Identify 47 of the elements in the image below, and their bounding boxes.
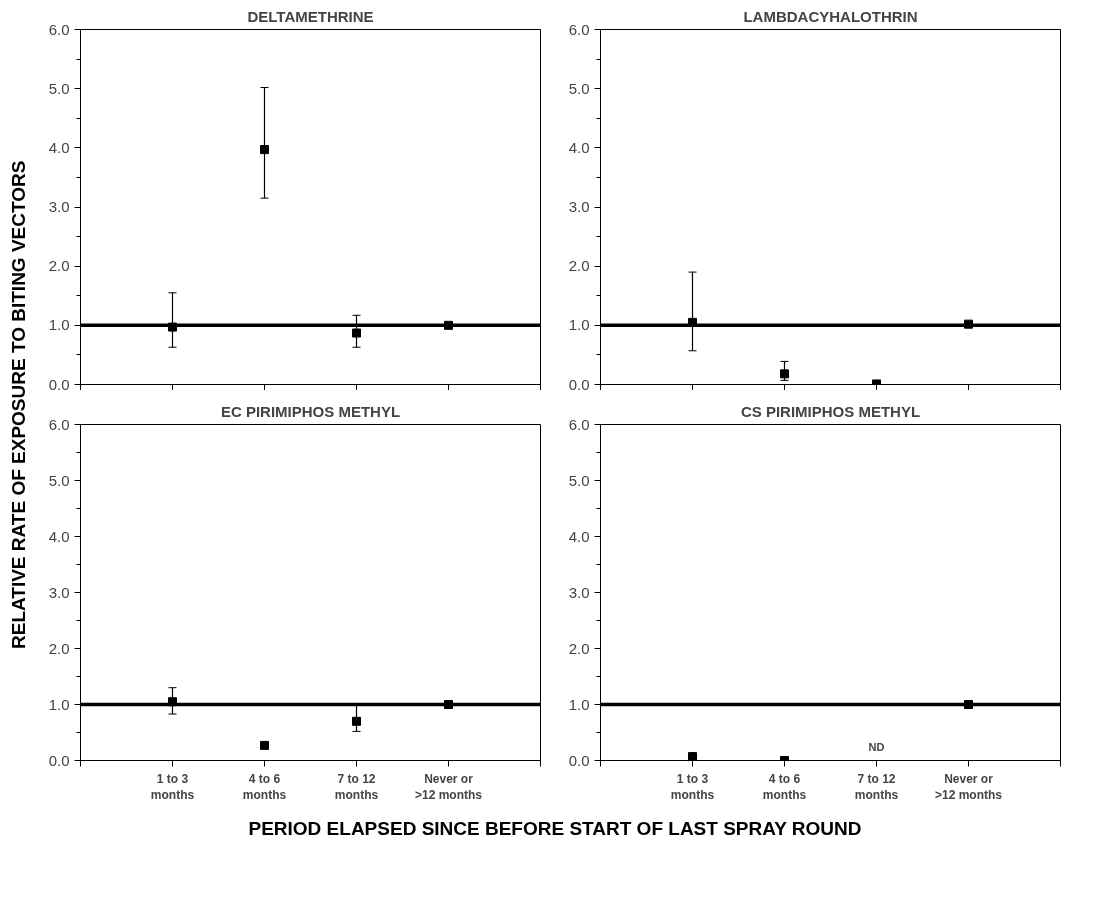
y-tick-label: 0.0 <box>48 375 70 393</box>
y-tick-label: 3.0 <box>48 198 70 215</box>
point <box>352 328 361 338</box>
y-tick-label: 2.0 <box>568 639 590 657</box>
y-tick-label: 6.0 <box>568 415 590 433</box>
y-tick-label: 1.0 <box>48 695 70 713</box>
y-tick-label: 5.0 <box>568 79 590 97</box>
x-tick-label: 7 to 12 months <box>334 771 379 803</box>
y-tick-label: 2.0 <box>568 257 590 275</box>
x-tick-label: 1 to 3 months <box>670 771 715 803</box>
y-tick-label: 0.0 <box>48 751 70 769</box>
y-tick-label: 5.0 <box>568 471 590 489</box>
y-tick-label: 6.0 <box>48 20 70 38</box>
y-tick-label: 6.0 <box>48 415 70 433</box>
y-tick-label: 3.0 <box>48 583 70 601</box>
chart-title: EC PIRIMIPHOS METHYL <box>220 402 401 420</box>
x-tick-label: 1 to 3 months <box>150 771 195 803</box>
y-tick-label: 4.0 <box>48 527 70 545</box>
y-tick-label: 4.0 <box>48 138 70 156</box>
annotation: ND <box>868 740 885 753</box>
point <box>260 145 269 155</box>
y-tick-label: 5.0 <box>48 79 70 97</box>
y-tick-label: 3.0 <box>568 583 590 601</box>
y-tick-label: 6.0 <box>568 20 590 38</box>
y-tick-label: 5.0 <box>48 471 70 489</box>
chart-title: CS PIRIMIPHOS METHYL <box>740 402 921 420</box>
y-tick-label: 3.0 <box>568 198 590 215</box>
y-tick-label: 4.0 <box>568 138 590 156</box>
x-tick-label: 4 to 6 months <box>762 771 807 803</box>
x-tick-label: 7 to 12 months <box>854 771 899 803</box>
y-tick-label: 2.0 <box>48 257 70 275</box>
y-tick-label: 2.0 <box>48 639 70 657</box>
point <box>352 716 361 726</box>
y-tick-label: 1.0 <box>568 695 590 713</box>
x-tick-label: 4 to 6 months <box>242 771 287 803</box>
y-axis-title: RELATIVE RATE OF EXPOSURE TO BITING VECTORS <box>7 160 30 650</box>
y-tick-label: 4.0 <box>568 527 590 545</box>
point <box>780 369 789 379</box>
chart-title: LAMBDACYHALOTHRIN <box>743 7 918 25</box>
x-tick-label: Never or >12 months <box>934 771 1003 803</box>
y-tick-label: 0.0 <box>568 751 590 769</box>
y-tick-label: 1.0 <box>48 316 70 334</box>
y-tick-label: 0.0 <box>568 375 590 393</box>
chart-title: DELTAMETHRINE <box>247 7 374 25</box>
y-tick-label: 1.0 <box>568 316 590 334</box>
x-tick-label: Never or >12 months <box>414 771 483 803</box>
x-axis-title: PERIOD ELAPSED SINCE BEFORE START OF LAST SPRAY ROUND <box>248 817 862 841</box>
